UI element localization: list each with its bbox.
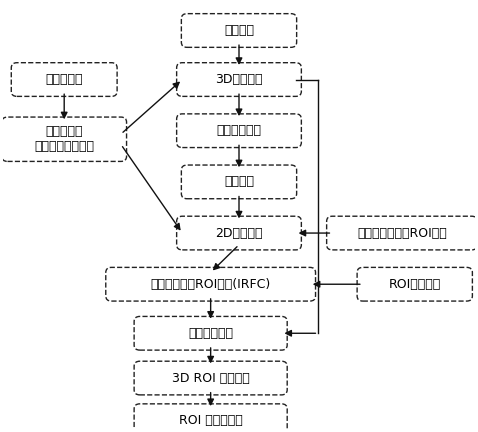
Text: 2D成像单元: 2D成像单元 [215,226,263,240]
Text: 基于深度特征的ROI定位: 基于深度特征的ROI定位 [357,226,447,240]
Text: 种子传递: 种子传递 [224,175,254,188]
FancyBboxPatch shape [134,316,287,350]
Text: 目标深度信息: 目标深度信息 [217,124,261,137]
FancyBboxPatch shape [177,216,301,250]
FancyBboxPatch shape [106,267,315,301]
Text: ROI先验特征: ROI先验特征 [389,278,441,291]
Text: ROI 区三维重构: ROI 区三维重构 [179,414,242,427]
FancyBboxPatch shape [134,361,287,395]
FancyBboxPatch shape [181,165,297,199]
FancyBboxPatch shape [357,267,472,301]
Text: 基于灰度特征ROI分割(IRFC): 基于灰度特征ROI分割(IRFC) [151,278,271,291]
FancyBboxPatch shape [11,63,117,96]
FancyBboxPatch shape [181,14,297,48]
Text: 3D成像单元: 3D成像单元 [215,73,263,86]
Text: 信号分配器
（控制同步扫描）: 信号分配器 （控制同步扫描） [34,125,94,153]
FancyBboxPatch shape [326,216,478,250]
Text: 图像信息融合: 图像信息融合 [188,327,233,340]
FancyBboxPatch shape [177,63,301,96]
Text: 配准变换: 配准变换 [224,24,254,37]
FancyBboxPatch shape [177,114,301,148]
Text: 脉冲编码器: 脉冲编码器 [45,73,83,86]
FancyBboxPatch shape [2,117,127,162]
Text: 3D ROI 特征分析: 3D ROI 特征分析 [172,372,250,384]
FancyBboxPatch shape [134,404,287,432]
